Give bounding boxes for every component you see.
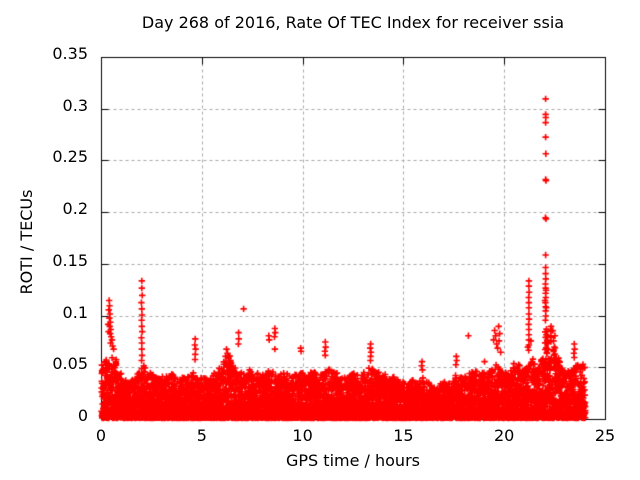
y-tick-label: 0.05 [52, 354, 88, 374]
y-tick-label: 0 [77, 406, 88, 425]
x-tick-label: 5 [196, 426, 207, 445]
y-tick-label: 0.3 [62, 95, 88, 115]
x-axis-label: GPS time / hours [286, 451, 420, 470]
x-tick-label: 25 [594, 426, 616, 445]
y-tick-label: 0.25 [52, 147, 88, 167]
x-tick-label: 20 [494, 426, 515, 445]
y-tick-label: 0.2 [62, 199, 88, 219]
chart-title: Day 268 of 2016, Rate Of TEC Index for r… [141, 13, 565, 32]
x-tick-label: 15 [393, 426, 414, 445]
x-tick-label: 10 [292, 426, 313, 445]
x-tick-label: 0 [95, 426, 107, 445]
y-tick-label: 0.15 [52, 250, 88, 270]
y-tick-label: 0.1 [62, 302, 88, 322]
y-tick-label: 0.35 [52, 44, 88, 63]
